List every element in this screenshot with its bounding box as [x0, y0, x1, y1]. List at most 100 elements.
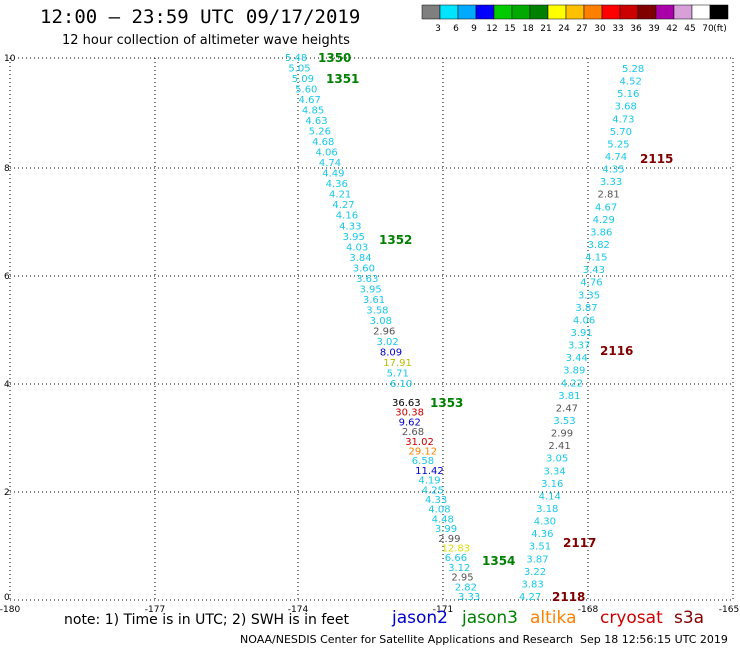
swh-value: 3.35: [578, 290, 600, 301]
track-number-label: 1352: [379, 233, 412, 247]
y-tick-label: 6: [4, 272, 10, 282]
legend-s3a: s3a: [674, 608, 705, 628]
colorbar-swatch: [493, 4, 513, 20]
swh-value: 4.25: [422, 485, 444, 496]
swh-value: 4.15: [585, 253, 607, 264]
swh-value: 3.83: [521, 579, 543, 590]
colorbar-swatch: [565, 4, 585, 20]
swh-value: 3.95: [343, 232, 365, 243]
track-number-label: 1354: [482, 554, 515, 568]
colorbar-label: 45: [684, 24, 695, 34]
track-number-label: 1351: [326, 72, 359, 86]
swh-value: 8.09: [380, 347, 402, 358]
swh-value: 4.08: [428, 505, 450, 516]
swh-value: 4.68: [312, 137, 334, 148]
swh-value: 3.68: [615, 102, 637, 113]
colorbar-swatch: [547, 4, 567, 20]
swh-value: 4.22: [561, 378, 583, 389]
swh-value: 3.34: [544, 466, 566, 477]
swh-value: 17.91: [383, 358, 412, 369]
legend-altika: altika: [530, 608, 577, 628]
swh-value: 3.44: [566, 353, 588, 364]
swh-value: 4.63: [305, 116, 327, 127]
swh-value: 3.63: [356, 274, 378, 285]
y-tick-label: 10: [4, 54, 16, 64]
swh-value: 3.05: [546, 454, 568, 465]
swh-value: 4.67: [595, 202, 617, 213]
swh-value: 2.95: [451, 573, 473, 584]
track-number-label: 2118: [552, 590, 585, 604]
colorbar-label: 9: [471, 24, 477, 34]
swh-value: 4.52: [620, 77, 642, 88]
legend-cryosat: cryosat: [600, 608, 663, 628]
swh-value: 5.16: [617, 89, 639, 100]
swh-value: 6.58: [412, 456, 434, 467]
swh-value: 3.87: [526, 554, 548, 565]
swh-value: 4.49: [322, 169, 344, 180]
swh-value: 30.38: [395, 408, 424, 419]
swh-value: 4.35: [602, 165, 624, 176]
swh-value: 3.22: [524, 567, 546, 578]
swh-value: 3.91: [571, 328, 593, 339]
swh-value: 3.02: [376, 337, 398, 348]
colorbar-swatch: [511, 4, 531, 20]
y-tick-label: 8: [4, 164, 10, 174]
colorbar-label: 42: [666, 24, 677, 34]
colorbar-label: 15: [504, 24, 515, 34]
track-labels: 1350 1351 1352 1353 1354 2115 2116 2117 2118: [318, 51, 673, 604]
swh-value: 5.48: [285, 53, 307, 64]
swh-value: 3.12: [448, 563, 470, 574]
colorbar-swatch: [637, 4, 657, 20]
track-number-label: 2117: [563, 536, 596, 550]
colorbar-label: 3: [435, 24, 441, 34]
swh-value: 3.60: [353, 263, 375, 274]
page-title: 12:00 – 23:59 UTC 09/17/2019: [40, 6, 361, 28]
y-tick-label: 4: [4, 380, 10, 390]
swh-value: 6.10: [390, 379, 412, 390]
colorbar-swatch: [439, 4, 459, 20]
swh-value: 29.12: [409, 447, 438, 458]
swh-value: 3.99: [435, 524, 457, 535]
track-number-label: 1353: [430, 396, 463, 410]
colorbar-swatch: [601, 4, 621, 20]
swh-value: 4.06: [315, 148, 337, 159]
swh-value: 4.36: [326, 179, 348, 190]
swh-value: 4.21: [329, 190, 351, 201]
swh-value: 5.60: [295, 85, 317, 96]
swh-value: 4.74: [319, 158, 341, 169]
swh-labels: 5.485.055.095.604.674.854.635.264.684.06…: [285, 53, 644, 603]
colorbar-swatch: [691, 4, 711, 20]
swh-value: 6.66: [445, 553, 467, 564]
map-grid: [9, 57, 734, 601]
swh-value: 4.85: [302, 106, 324, 117]
swh-value: 3.58: [366, 305, 388, 316]
swh-value: 2.99: [438, 534, 460, 545]
swh-value: 4.33: [425, 495, 447, 506]
swh-value: 2.81: [597, 190, 619, 201]
swh-value: 3.89: [563, 366, 585, 377]
colorbar-label: 6: [453, 24, 459, 34]
colorbar-swatch: [457, 4, 477, 20]
swh-value: 3.18: [536, 504, 558, 515]
swh-value: 12.83: [442, 544, 471, 555]
swh-value: 3.08: [370, 316, 392, 327]
swh-value: 5.71: [387, 368, 409, 379]
track-number-label: 2115: [640, 152, 673, 166]
swh-value: 4.73: [612, 114, 634, 125]
colorbar-label: 33: [612, 24, 623, 34]
swh-value: 5.25: [607, 139, 629, 150]
colorbar: 3 6 9 12 15 18 21 24 27 30 33 36 39 42 45 70 (ft): [421, 4, 729, 34]
colorbar-label: 70: [702, 24, 714, 34]
swh-value: 3.53: [553, 416, 575, 427]
colorbar-swatch: [655, 4, 675, 20]
swh-value: 3.16: [541, 479, 563, 490]
swh-value: 4.48: [432, 514, 454, 525]
swh-value: 2.99: [551, 429, 573, 440]
swh-value: 4.16: [336, 211, 358, 222]
colorbar-label: 24: [558, 24, 570, 34]
swh-value: 2.47: [556, 403, 578, 414]
swh-value: 3.43: [583, 265, 605, 276]
